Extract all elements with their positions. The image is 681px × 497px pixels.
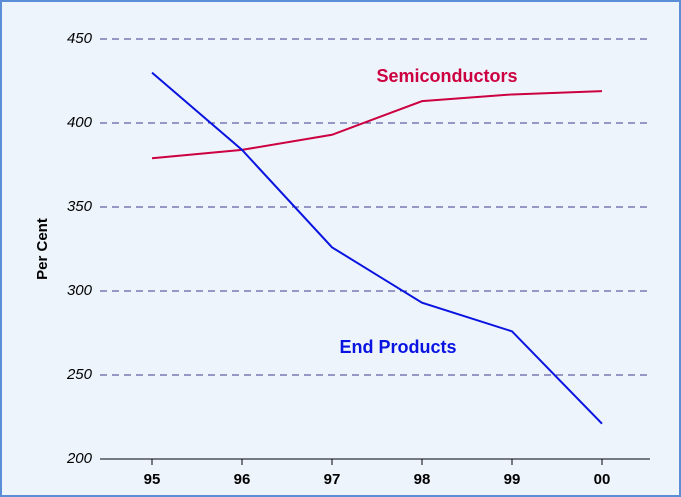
series-line: [151, 71, 603, 425]
y-tick-label: 450: [67, 30, 93, 47]
x-tick-label: 95: [144, 471, 161, 488]
x-tick-label: 96: [234, 471, 251, 488]
y-tick-label: 400: [67, 114, 93, 131]
x-tick-label: 99: [504, 471, 521, 488]
series-label: Semiconductors: [376, 66, 517, 86]
y-tick-label: 350: [67, 198, 93, 215]
x-tick-label: 00: [594, 471, 611, 488]
y-tick-label: 300: [67, 282, 93, 299]
series-label: End Products: [339, 337, 456, 357]
series-line: [151, 90, 603, 160]
x-tick-label: 98: [414, 471, 431, 488]
y-axis-label: Per Cent: [34, 218, 51, 280]
y-tick-label: 250: [66, 366, 93, 383]
x-tick-label: 97: [324, 471, 341, 488]
y-tick-label: 200: [66, 450, 93, 467]
